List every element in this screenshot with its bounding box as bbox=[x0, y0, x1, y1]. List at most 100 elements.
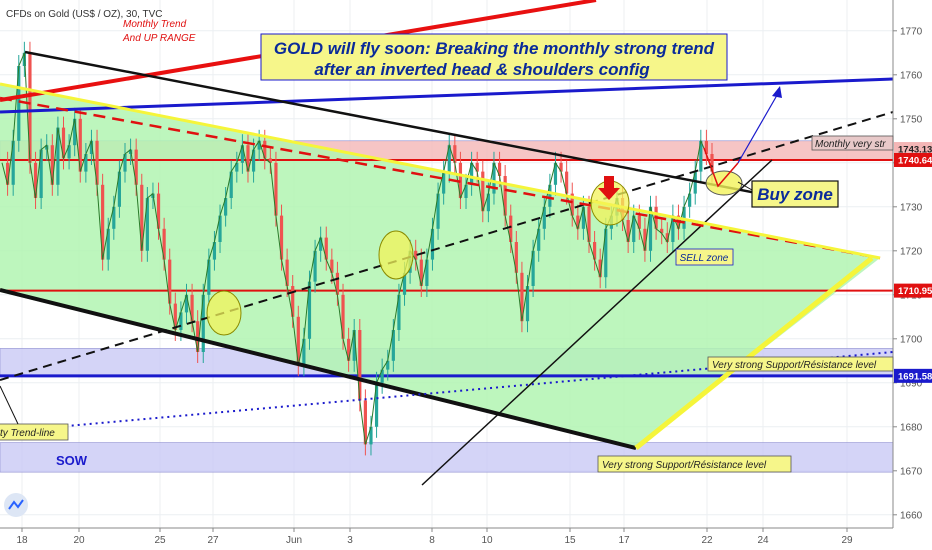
price-label: 1740.64 bbox=[898, 155, 932, 166]
buy-zone-pointer bbox=[737, 181, 753, 191]
candle-body bbox=[61, 127, 66, 159]
candle-body bbox=[693, 171, 697, 194]
candle-body bbox=[78, 118, 82, 172]
y-tick-label: 1700 bbox=[900, 334, 923, 345]
price-candles bbox=[5, 41, 714, 456]
black-upper-trend-line bbox=[24, 50, 773, 198]
candle-body bbox=[302, 338, 306, 366]
candle-body bbox=[598, 259, 602, 278]
candle-body bbox=[224, 198, 228, 216]
axis-corner bbox=[893, 528, 932, 550]
candle-body bbox=[67, 145, 71, 159]
candle-body bbox=[704, 140, 709, 154]
candle-body bbox=[537, 228, 541, 251]
x-tick-label: 18 bbox=[16, 535, 28, 546]
title-line-2: after an inverted head & shoulders confi… bbox=[314, 60, 650, 79]
candle-body bbox=[251, 149, 256, 172]
candle-body bbox=[313, 250, 317, 282]
candle-body bbox=[497, 162, 502, 176]
candle-body bbox=[218, 215, 222, 242]
trend-line-pointer bbox=[0, 385, 19, 425]
left-shoulder-circle bbox=[206, 290, 242, 336]
yellow-lower-edge bbox=[634, 256, 874, 450]
candle-body bbox=[514, 242, 518, 273]
candle-body bbox=[291, 286, 295, 317]
candle-body bbox=[257, 140, 261, 150]
candle-body bbox=[391, 330, 395, 361]
x-tick-label: 17 bbox=[618, 535, 630, 546]
candle-body bbox=[458, 162, 463, 198]
black-rising-trend-line bbox=[421, 159, 773, 486]
candle-body bbox=[201, 294, 205, 352]
candle-body bbox=[660, 228, 664, 234]
candle-body bbox=[268, 158, 272, 163]
candle-body bbox=[168, 259, 172, 304]
price-series-line bbox=[1, 52, 713, 445]
candle-body bbox=[453, 145, 457, 163]
candle-body bbox=[358, 330, 362, 401]
candle-body bbox=[17, 66, 21, 141]
candle-body bbox=[324, 237, 328, 260]
candle-body bbox=[235, 162, 239, 172]
monthly-very-str-box bbox=[811, 135, 894, 151]
candle-body bbox=[626, 220, 630, 242]
price-label-bg bbox=[894, 283, 932, 298]
price-label: 1743.13 bbox=[898, 145, 932, 156]
black-dashed-neckline bbox=[0, 111, 893, 381]
x-tick-label: 3 bbox=[347, 535, 353, 546]
candle-body bbox=[492, 162, 496, 194]
candle-body bbox=[447, 145, 451, 172]
red-dashed-trend-line bbox=[0, 96, 881, 260]
monthly-trend-label: Monthly Trend bbox=[123, 19, 187, 30]
candle-body bbox=[184, 294, 189, 313]
candle-body bbox=[84, 154, 88, 172]
x-tick-label: 20 bbox=[73, 535, 85, 546]
candle-body bbox=[531, 250, 535, 286]
lower-sr-label: Very strong Support/Résistance level bbox=[602, 460, 767, 471]
candle-body bbox=[95, 140, 99, 185]
candle-body bbox=[279, 215, 284, 260]
symbol-title: CFDs on Gold (US$ / OZ), 30, TVC bbox=[6, 9, 163, 20]
candle-body bbox=[352, 330, 356, 361]
candle-body bbox=[89, 140, 94, 154]
red-down-arrow bbox=[598, 176, 620, 200]
candle-body bbox=[212, 242, 217, 260]
candle-body bbox=[464, 184, 468, 198]
candle-body bbox=[576, 215, 580, 229]
y-tick-label: 1660 bbox=[900, 510, 923, 521]
candle-body bbox=[296, 316, 300, 366]
candle-body bbox=[380, 369, 384, 383]
x-tick-label: 10 bbox=[481, 535, 493, 546]
y-tick-label: 1690 bbox=[900, 378, 923, 389]
candle-body bbox=[117, 171, 122, 207]
candle-body bbox=[688, 193, 692, 207]
buy-zone-circle bbox=[705, 170, 743, 196]
monthly-very-str-label: Monthly very str bbox=[815, 139, 886, 150]
y-tick-label: 1670 bbox=[900, 466, 923, 477]
candle-body bbox=[50, 145, 54, 185]
candle-body bbox=[263, 140, 267, 159]
candle-body bbox=[559, 162, 563, 172]
candle-body bbox=[699, 140, 703, 172]
candle-body bbox=[5, 162, 10, 185]
candle-body bbox=[419, 259, 423, 286]
sell-zone-label: SELL zone bbox=[680, 253, 729, 264]
price-label: 1710.95 bbox=[898, 286, 932, 297]
candle-body bbox=[475, 162, 479, 172]
black-lower-trend-line bbox=[0, 288, 637, 450]
sell-zone-box bbox=[675, 248, 734, 266]
candle-body bbox=[710, 154, 714, 172]
candle-body bbox=[73, 118, 77, 146]
price-axis-background bbox=[893, 0, 932, 528]
blue-up-range-line bbox=[0, 77, 893, 114]
candle-body bbox=[442, 171, 446, 194]
candle-body bbox=[570, 193, 574, 216]
candle-body bbox=[374, 382, 379, 427]
candle-body bbox=[402, 272, 407, 295]
candle-body bbox=[173, 303, 177, 330]
candle-body bbox=[581, 206, 586, 229]
candle-body bbox=[363, 400, 367, 445]
candle-body bbox=[341, 294, 345, 339]
x-tick-label: 25 bbox=[154, 535, 166, 546]
